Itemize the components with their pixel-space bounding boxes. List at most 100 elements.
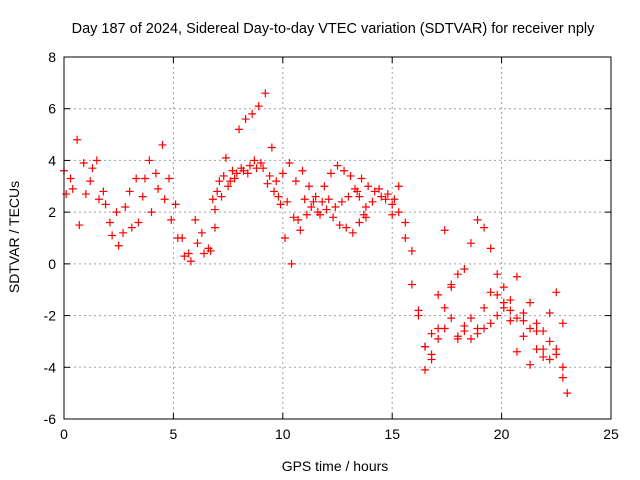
data-point <box>158 140 167 149</box>
data-point <box>421 365 430 374</box>
data-point <box>346 171 355 180</box>
data-point <box>329 213 338 222</box>
data-point <box>180 252 189 261</box>
data-point <box>92 156 101 165</box>
data-point <box>473 329 482 338</box>
data-point <box>348 228 357 237</box>
data-point <box>519 332 528 341</box>
data-point <box>108 231 117 240</box>
data-point <box>427 329 436 338</box>
data-point <box>62 190 71 199</box>
data-point <box>125 187 134 196</box>
data-point <box>355 192 364 201</box>
data-point <box>81 190 90 199</box>
data-point <box>558 373 567 382</box>
data-point <box>105 218 114 227</box>
data-point <box>68 184 77 193</box>
data-point <box>228 166 237 175</box>
data-point <box>298 166 307 175</box>
data-point <box>532 319 541 328</box>
data-point <box>526 360 535 369</box>
data-point <box>165 174 174 183</box>
data-point <box>545 308 554 317</box>
data-point <box>394 208 403 217</box>
data-point <box>237 164 246 173</box>
data-point <box>440 303 449 312</box>
data-point <box>311 192 320 201</box>
data-point <box>460 327 469 336</box>
x-tick-label: 25 <box>603 426 619 442</box>
data-point <box>499 283 508 292</box>
data-point <box>114 241 123 250</box>
data-point <box>545 355 554 364</box>
data-point <box>305 182 314 191</box>
data-point <box>427 350 436 359</box>
data-point <box>245 161 254 170</box>
x-tick-label: 15 <box>384 426 400 442</box>
data-point <box>307 202 316 211</box>
data-point <box>215 177 224 186</box>
data-point <box>197 228 206 237</box>
data-point <box>364 182 373 191</box>
data-point <box>95 195 104 204</box>
data-point <box>357 174 366 183</box>
data-point <box>272 177 281 186</box>
data-point <box>241 115 250 124</box>
data-point <box>519 308 528 317</box>
data-point <box>493 311 502 320</box>
data-point <box>526 298 535 307</box>
data-point <box>132 174 141 183</box>
data-point <box>480 223 489 232</box>
data-point <box>558 319 567 328</box>
data-point <box>254 102 263 111</box>
data-point <box>66 174 75 183</box>
data-point <box>79 159 88 168</box>
data-point <box>326 169 335 178</box>
data-point <box>539 327 548 336</box>
data-point <box>147 208 156 217</box>
data-point <box>210 223 219 232</box>
data-point <box>506 306 515 315</box>
data-point <box>370 187 379 196</box>
data-point <box>151 169 160 178</box>
data-point <box>394 182 403 191</box>
data-point <box>526 324 535 333</box>
data-point <box>539 352 548 361</box>
data-point <box>480 324 489 333</box>
data-point <box>401 234 410 242</box>
data-point <box>499 303 508 312</box>
y-tick-label: 4 <box>48 152 56 168</box>
data-point <box>315 210 324 219</box>
data-point <box>447 314 456 323</box>
data-point <box>171 200 180 209</box>
data-point <box>342 223 351 232</box>
data-point <box>375 184 384 193</box>
data-point <box>344 192 353 201</box>
data-point <box>333 161 342 170</box>
data-point <box>309 197 318 206</box>
data-point <box>140 174 149 183</box>
data-point <box>318 197 327 206</box>
data-point <box>173 234 182 242</box>
data-point <box>320 182 329 191</box>
data-point <box>519 316 528 325</box>
data-point <box>119 228 128 237</box>
data-point <box>480 303 489 312</box>
data-point <box>383 190 392 199</box>
data-point <box>265 171 274 180</box>
data-point <box>101 200 110 209</box>
x-tick-label: 0 <box>60 426 68 442</box>
data-point <box>466 314 475 323</box>
y-tick-label: -4 <box>44 359 57 375</box>
data-point <box>434 334 443 343</box>
data-point <box>210 205 219 214</box>
x-tick-label: 10 <box>275 426 291 442</box>
data-point <box>361 213 370 222</box>
data-point <box>545 337 554 346</box>
data-point <box>493 270 502 279</box>
series-track <box>210 156 370 237</box>
series-track <box>62 164 215 266</box>
data-point <box>99 187 108 196</box>
data-point <box>250 156 259 165</box>
data-point <box>355 218 364 227</box>
